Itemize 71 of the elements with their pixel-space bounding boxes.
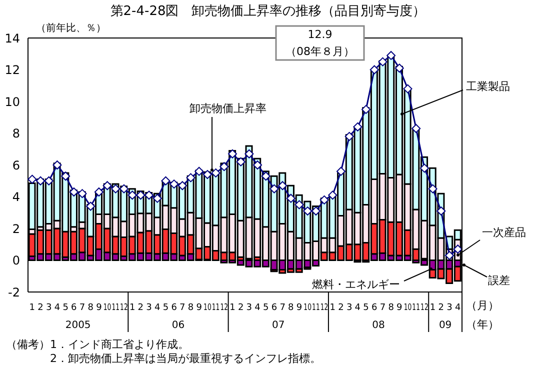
x-tick-label: 2 bbox=[338, 303, 344, 313]
x-tick-label: 4 bbox=[254, 303, 261, 313]
x-tick-label: 3 bbox=[46, 303, 52, 313]
y-axis-title: （前年比、％） bbox=[36, 22, 106, 34]
x-tick-label: 3 bbox=[146, 303, 152, 313]
x-tick-label: 5 bbox=[363, 303, 369, 313]
x-tick-label: 12 bbox=[420, 303, 432, 313]
x-tick-label: 8 bbox=[388, 303, 394, 313]
x-tick-label: 8 bbox=[88, 303, 94, 313]
annotation: （08年８月） bbox=[286, 45, 354, 58]
x-tick-label: 3 bbox=[346, 303, 352, 313]
x-tick-label: 1 bbox=[230, 303, 236, 313]
text: 08 bbox=[372, 320, 385, 331]
x-tick-label: 2 bbox=[438, 303, 444, 313]
y-tick-label: 8 bbox=[12, 126, 20, 141]
x-tick-label: 7 bbox=[380, 303, 386, 313]
x-tick-label: 4 bbox=[154, 303, 160, 313]
x-tick-label: 9 bbox=[396, 303, 403, 313]
x-tick-label: 12 bbox=[220, 303, 232, 313]
text: 2．卸売物価上昇率は当局が最重視するインフレ指標。 bbox=[50, 352, 321, 365]
x-tick-label: 1 bbox=[129, 303, 136, 313]
x-tick-label: 7 bbox=[280, 303, 286, 313]
text: 2005 bbox=[65, 320, 91, 331]
y-tick-label: 0 bbox=[12, 254, 20, 268]
y-tick-label: -2 bbox=[8, 285, 20, 300]
text: （年） bbox=[466, 318, 499, 331]
text: 06 bbox=[172, 320, 185, 331]
series-label: 一次産品 bbox=[482, 226, 526, 239]
x-tick-label: 12 bbox=[120, 303, 132, 313]
x-tick-label: 3 bbox=[446, 303, 452, 313]
text: （備考）1．インド商工省より作成。 bbox=[6, 338, 189, 351]
x-tick-label: 1 bbox=[330, 303, 336, 313]
x-tick-label: 3 bbox=[246, 303, 252, 313]
x-tick-label: 4 bbox=[54, 303, 60, 313]
x-tick-label: 5 bbox=[162, 303, 169, 313]
x-tick-label: 6 bbox=[171, 303, 178, 313]
chart-title: 第2-4-28図 卸売物価上昇率の推移（品目別寄与度） bbox=[110, 3, 426, 19]
x-tick-label: 2 bbox=[38, 303, 44, 313]
x-tick-label: 6 bbox=[71, 303, 78, 313]
y-tick-label: 4 bbox=[12, 190, 20, 204]
y-tick-label: 14 bbox=[4, 31, 20, 46]
text: 卸売物価上昇率 bbox=[190, 102, 266, 115]
x-tick-label: 5 bbox=[62, 303, 68, 313]
x-axis-title: （月） bbox=[466, 299, 499, 312]
text: 09 bbox=[438, 320, 452, 331]
x-tick-label: 12 bbox=[320, 303, 332, 313]
x-tick-label: 2 bbox=[238, 303, 244, 313]
x-tick-label: 2 bbox=[138, 303, 144, 313]
x-tick-label: 5 bbox=[263, 303, 269, 313]
x-tick-label: 9 bbox=[96, 303, 102, 313]
x-tick-label: 8 bbox=[188, 303, 194, 313]
x-tick-label: 1 bbox=[430, 303, 436, 313]
x-tick-label: 1 bbox=[29, 303, 36, 313]
x-tick-label: 7 bbox=[180, 303, 186, 313]
y-tick-label: 12 bbox=[4, 63, 20, 78]
x-tick-label: 7 bbox=[79, 303, 86, 313]
text: 誤差 bbox=[488, 274, 510, 287]
x-tick-label: 9 bbox=[196, 303, 202, 313]
text: 工業製品 bbox=[466, 80, 510, 93]
x-tick-label: 6 bbox=[372, 303, 378, 313]
y-tick-label: 2 bbox=[12, 222, 20, 236]
x-tick-label: 4 bbox=[354, 303, 361, 313]
x-tick-label: 8 bbox=[288, 303, 294, 313]
y-tick-label: 6 bbox=[12, 158, 20, 172]
series-label: 燃料・エネルギー bbox=[312, 278, 400, 291]
text: 07 bbox=[272, 320, 285, 331]
annotation: 12.9 bbox=[308, 28, 332, 41]
y-tick-label: 10 bbox=[4, 94, 20, 109]
x-tick-label: 4 bbox=[454, 303, 461, 313]
x-tick-label: 9 bbox=[296, 303, 302, 313]
x-tick-label: 6 bbox=[271, 303, 278, 313]
